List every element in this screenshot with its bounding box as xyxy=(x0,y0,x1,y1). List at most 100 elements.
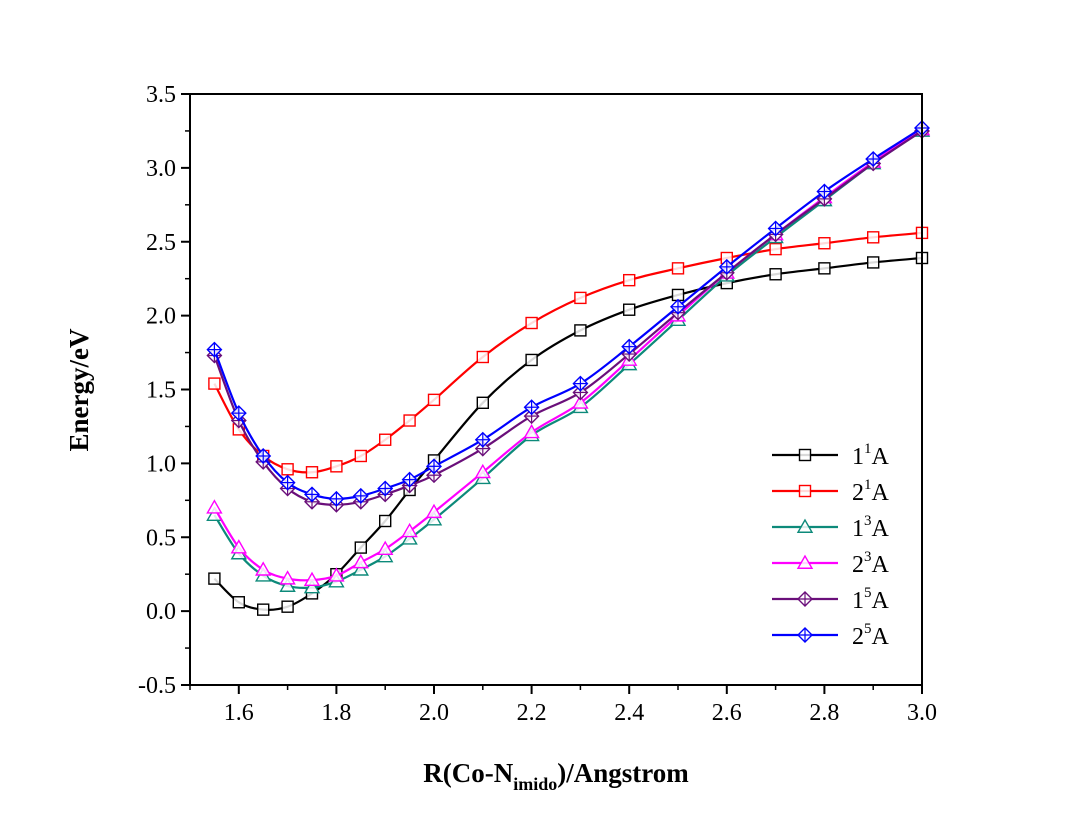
data-point xyxy=(525,353,538,367)
series-6 xyxy=(206,119,930,507)
data-point xyxy=(304,486,320,503)
legend-entry: 15A xyxy=(772,585,890,614)
data-point xyxy=(376,548,394,563)
data-point xyxy=(574,324,587,337)
data-point xyxy=(621,338,638,355)
data-point xyxy=(354,541,367,554)
legend-label: 23A xyxy=(852,549,890,578)
data-point xyxy=(352,487,369,504)
data-point xyxy=(208,377,221,390)
legend-marker xyxy=(796,518,814,533)
data-point xyxy=(523,423,540,439)
data-point xyxy=(818,262,831,275)
legend: 11A 21A 13A 23A 15A 25A xyxy=(772,441,890,650)
data-point xyxy=(376,540,394,556)
data-point xyxy=(328,567,345,582)
data-point xyxy=(354,449,367,463)
data-point xyxy=(818,237,831,250)
data-point xyxy=(401,471,418,488)
legend-label: 21A xyxy=(852,477,890,506)
data-point xyxy=(769,268,782,281)
data-point xyxy=(425,511,443,526)
data-point xyxy=(352,561,370,576)
data-point xyxy=(352,553,370,569)
data-point xyxy=(572,394,589,409)
data-point xyxy=(769,242,782,256)
data-point xyxy=(525,316,538,330)
data-point xyxy=(255,447,272,464)
data-point xyxy=(767,220,784,237)
data-point xyxy=(867,231,880,244)
legend-marker xyxy=(798,484,812,498)
legend-label: 11A xyxy=(852,441,890,470)
y-tick-label: -0.5 xyxy=(138,673,176,699)
data-point xyxy=(401,530,418,545)
y-tick-label: 0.5 xyxy=(146,525,176,551)
data-point xyxy=(574,291,587,305)
data-point xyxy=(865,151,882,167)
data-point xyxy=(816,183,833,200)
data-point xyxy=(379,433,392,446)
x-axis-title: R(Co-Nimido)/Angstrom xyxy=(423,758,689,794)
data-point xyxy=(623,273,636,287)
x-tick-label: 2.2 xyxy=(517,700,547,726)
y-tick-label: 3.0 xyxy=(146,156,176,182)
x-tick-label: 1.6 xyxy=(224,700,254,726)
data-point xyxy=(206,499,223,514)
data-point xyxy=(254,561,272,576)
data-point xyxy=(572,375,589,392)
data-point xyxy=(305,466,319,479)
data-point xyxy=(330,460,343,473)
x-axis-title-main: R(Co-N xyxy=(423,758,513,788)
data-point xyxy=(474,463,492,479)
data-point xyxy=(281,600,294,613)
x-tick-label: 2.0 xyxy=(419,700,449,726)
legend-marker xyxy=(797,591,813,607)
data-point xyxy=(623,303,636,316)
data-point xyxy=(401,522,418,538)
data-point xyxy=(279,474,296,491)
y-tick-label: 2.0 xyxy=(146,304,176,330)
data-point xyxy=(403,414,416,427)
data-point xyxy=(474,431,491,448)
y-tick-label: 3.5 xyxy=(146,82,176,108)
legend-label: 13A xyxy=(852,513,890,542)
plot-marks xyxy=(206,119,931,616)
data-point xyxy=(281,463,294,476)
data-point xyxy=(474,440,491,457)
legend-label: 25A xyxy=(852,621,890,650)
legend-entry: 23A xyxy=(772,549,890,578)
data-point xyxy=(476,350,489,364)
x-tick-label: 2.4 xyxy=(614,700,644,726)
data-point xyxy=(208,572,221,585)
y-tick-label: 0.0 xyxy=(146,599,176,625)
legend-entry: 21A xyxy=(772,477,890,506)
data-point xyxy=(718,258,735,275)
x-axis-title-tail: )/Angstrom xyxy=(557,758,689,788)
x-tick-label: 1.8 xyxy=(321,700,351,726)
legend-marker xyxy=(798,448,812,462)
data-point xyxy=(671,262,685,275)
data-point xyxy=(379,514,392,528)
legend-entry: 25A xyxy=(772,621,890,650)
legend-entry: 13A xyxy=(772,513,890,542)
legend-label: 15A xyxy=(852,585,890,614)
x-axis-ticks: 1.6 1.8 2.0 2.2 2.4 2.6 2.8 3.0 xyxy=(189,685,937,726)
data-point xyxy=(279,570,296,585)
data-point xyxy=(523,399,540,416)
legend-marker xyxy=(796,554,814,569)
data-point xyxy=(670,298,686,315)
data-point xyxy=(303,571,321,587)
y-tick-label: 1.0 xyxy=(146,451,176,477)
data-point xyxy=(425,503,443,519)
data-point xyxy=(867,256,880,269)
x-axis-title-subscript: imido xyxy=(513,774,557,794)
data-point xyxy=(476,396,489,409)
x-tick-label: 2.6 xyxy=(712,700,742,726)
data-point xyxy=(377,480,394,497)
data-point xyxy=(257,603,270,616)
data-point xyxy=(426,458,442,475)
data-point xyxy=(230,539,248,554)
legend-entry: 11A xyxy=(772,441,890,470)
